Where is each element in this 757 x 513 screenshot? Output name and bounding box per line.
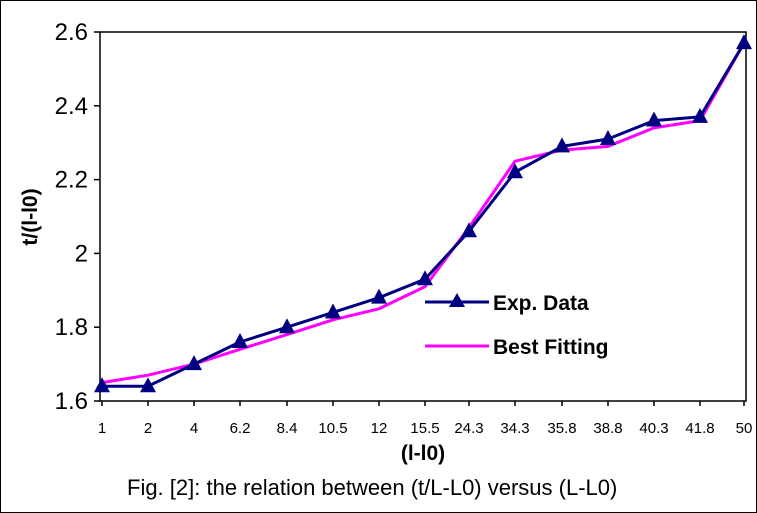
x-axis-title: (l-l0): [401, 442, 445, 465]
x-tick-label: 10.5: [318, 420, 347, 437]
data-point-exp-data: [736, 34, 752, 50]
data-point-exp-data: [646, 111, 662, 127]
y-tick-label: 1.6: [55, 388, 88, 415]
y-tick-label: 2.4: [55, 93, 88, 120]
data-point-exp-data: [232, 332, 248, 348]
data-point-exp-data: [325, 303, 341, 319]
data-point-exp-data: [554, 137, 570, 153]
series-layer: [94, 34, 752, 393]
data-point-exp-data: [461, 222, 477, 238]
x-tick-label: 8.4: [277, 420, 298, 437]
data-point-exp-data: [507, 163, 523, 179]
legend-label-exp-data: Exp. Data: [493, 292, 589, 315]
legend-marker-exp-data: [449, 293, 465, 307]
x-tick-label: 6.2: [230, 420, 251, 437]
data-point-exp-data: [94, 377, 110, 393]
x-tick-label: 34.3: [500, 420, 529, 437]
x-tick-label: 15.5: [410, 420, 439, 437]
data-point-exp-data: [371, 288, 387, 304]
x-tick-label: 50: [736, 420, 753, 437]
x-tick-label: 4: [190, 420, 198, 437]
line-chart: 1.61.822.22.42.6 1 2 4 6.2 8.4 10.5 12 15.5 24.3…: [19, 19, 753, 465]
data-point-exp-data: [279, 318, 295, 334]
x-tick-label: 35.8: [547, 420, 576, 437]
series-line-best-fitting: [101, 42, 746, 385]
data-point-exp-data: [692, 107, 708, 123]
x-tick-label: 1: [98, 420, 106, 437]
x-tick-label: 2: [144, 420, 152, 437]
data-point-exp-data: [417, 270, 433, 286]
x-axis: 1 2 4 6.2 8.4 10.5 12 15.5 24.3 34.3 35.8 38.8 40.3 4…: [98, 401, 753, 437]
x-tick-label: 40.3: [639, 420, 668, 437]
y-tick-label: 2: [75, 240, 88, 267]
data-point-exp-data: [600, 130, 616, 146]
data-point-exp-data: [186, 355, 202, 371]
y-axis-title: t/(l-l0): [19, 188, 42, 245]
x-tick-label: 38.8: [593, 420, 622, 437]
x-tick-label: 12: [371, 420, 388, 437]
plot-area: [99, 31, 747, 402]
y-tick-label: 1.8: [55, 314, 88, 341]
y-axis: 1.6 1.8 2 2.2 2.4 2.6: [55, 19, 100, 415]
legend: Exp. Data Best Fitting: [425, 292, 609, 359]
x-tick-label: 41.8: [685, 420, 714, 437]
figure-caption: Fig. [2]: the relation between (t/L-L0) …: [127, 475, 618, 500]
legend-label-best-fitting: Best Fitting: [493, 336, 609, 359]
x-tick-label: 24.3: [454, 420, 483, 437]
y-tick-label: 2.6: [55, 19, 88, 46]
data-point-exp-data: [140, 377, 156, 393]
y-tick-label: 2.2: [55, 167, 88, 194]
